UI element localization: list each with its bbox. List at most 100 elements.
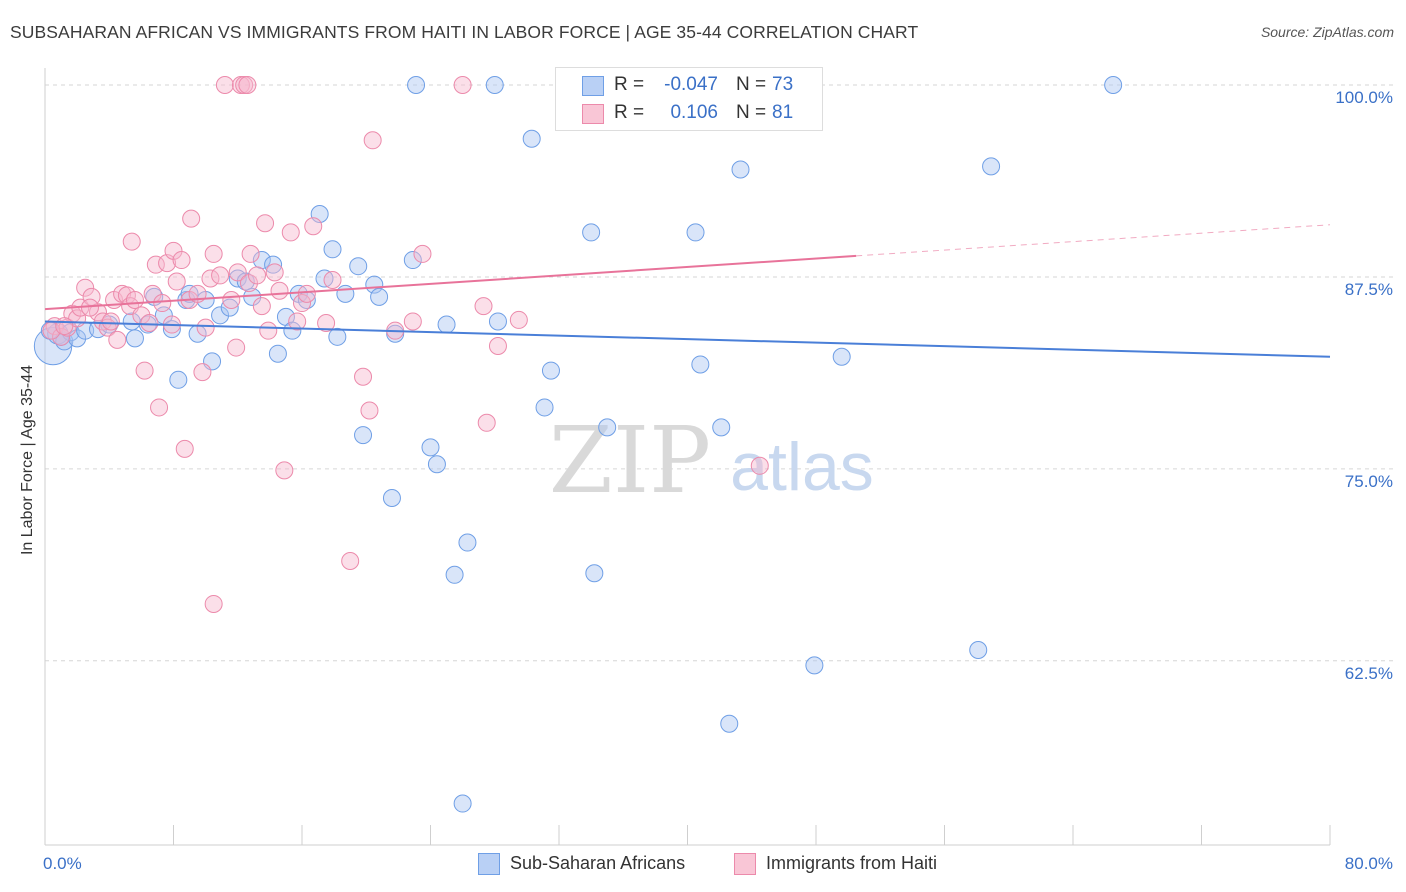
haiti-point xyxy=(474,297,493,316)
subsaharan-point xyxy=(427,455,446,474)
subsaharan-point xyxy=(686,223,705,242)
haiti-point xyxy=(360,401,379,420)
watermark-zip: ZIP xyxy=(549,407,711,514)
haiti-point xyxy=(750,456,769,475)
haiti-point xyxy=(146,255,165,274)
haiti-point xyxy=(55,317,74,336)
haiti-point xyxy=(259,321,278,340)
subsaharan-point xyxy=(832,347,851,366)
haiti-point xyxy=(488,337,507,356)
haiti-point xyxy=(227,338,246,357)
haiti-point xyxy=(341,551,360,570)
haiti-point xyxy=(275,461,294,480)
legend-label: Immigrants from Haiti xyxy=(766,853,938,873)
subsaharan-point xyxy=(445,565,464,584)
subsaharan-point xyxy=(488,312,507,331)
haiti-point xyxy=(297,284,316,303)
subsaharan-point xyxy=(585,564,604,583)
haiti-point xyxy=(193,363,212,382)
haiti-point xyxy=(509,310,528,329)
subsaharan-point xyxy=(541,361,560,380)
haiti-point xyxy=(413,244,432,263)
haiti-point xyxy=(201,269,220,288)
haiti-point xyxy=(52,327,71,346)
trend-lines xyxy=(44,224,1331,358)
haiti-point xyxy=(80,298,99,317)
haiti-point xyxy=(215,76,234,95)
subsaharan-point xyxy=(485,76,504,95)
stats-legend-box: R = -0.047 N = 73 R = 0.106 N = 81 xyxy=(555,67,823,131)
y-tick-label: 62.5% xyxy=(1345,664,1393,683)
haiti-point xyxy=(241,244,260,263)
haiti-point xyxy=(175,439,194,458)
haiti-swatch xyxy=(582,104,604,124)
haiti-point xyxy=(204,594,223,613)
haiti-point xyxy=(108,330,127,349)
haiti-point xyxy=(293,294,311,313)
haiti-point xyxy=(135,361,154,380)
subsaharan-point xyxy=(437,315,456,334)
haiti-point xyxy=(211,266,230,285)
haiti-point xyxy=(153,294,172,313)
haiti-point xyxy=(167,272,186,291)
legend-swatch-subsaharan xyxy=(478,853,500,875)
haiti-point xyxy=(270,281,289,300)
subsaharan-point xyxy=(598,418,617,437)
subsaharan-point xyxy=(211,306,230,325)
haiti-point xyxy=(317,314,336,332)
haiti-point xyxy=(265,263,284,282)
haiti-point xyxy=(477,413,496,432)
subsaharan-swatch xyxy=(582,76,604,96)
haiti-point xyxy=(140,314,159,332)
tick-labels: 62.5% 75.0% 87.5% 100.0% 0.0% 80.0% xyxy=(43,88,1393,873)
haiti-point xyxy=(256,214,275,233)
haiti-point xyxy=(304,217,323,236)
haiti-trend-line-extension xyxy=(856,224,1331,257)
legend-swatch-haiti xyxy=(734,853,756,875)
watermark-atlas: atlas xyxy=(730,429,874,505)
x-tick-label: 80.0% xyxy=(1345,854,1393,873)
subsaharan-point xyxy=(382,489,401,508)
x-tick-label: 0.0% xyxy=(43,854,82,873)
subsaharan-point xyxy=(370,287,389,306)
subsaharan-point xyxy=(453,794,472,813)
n-value: 81 xyxy=(772,102,794,123)
r-value: -0.047 xyxy=(664,74,718,95)
haiti-point xyxy=(150,398,169,417)
subsaharan-point xyxy=(969,641,988,660)
legend-label: Sub-Saharan Africans xyxy=(510,853,686,873)
subsaharan-point xyxy=(458,533,477,552)
subsaharan-point xyxy=(720,714,739,733)
haiti-point xyxy=(403,312,422,331)
stats-row-subsaharan: R = -0.047 N = 73 xyxy=(556,72,822,100)
subsaharan-trend-line xyxy=(44,320,1331,358)
y-tick-label: 75.0% xyxy=(1345,472,1393,491)
data-points xyxy=(33,76,1123,813)
subsaharan-point xyxy=(220,298,239,317)
subsaharan-point xyxy=(264,255,283,274)
haiti-point xyxy=(125,290,144,309)
haiti-point xyxy=(288,312,307,331)
subsaharan-point xyxy=(407,76,426,95)
haiti-point xyxy=(228,263,247,282)
haiti-point xyxy=(196,318,215,337)
subsaharan-point xyxy=(805,656,824,675)
subsaharan-point xyxy=(582,223,601,242)
stats-row-haiti: R = 0.106 N = 81 xyxy=(556,100,822,128)
subsaharan-point xyxy=(712,418,731,437)
subsaharan-point xyxy=(522,129,541,148)
haiti-point xyxy=(182,209,201,228)
haiti-point xyxy=(204,244,223,263)
subsaharan-point xyxy=(268,344,287,363)
subsaharan-point xyxy=(323,240,342,259)
subsaharan-point xyxy=(731,160,750,179)
haiti-point xyxy=(363,131,382,150)
haiti-point xyxy=(122,232,141,251)
subsaharan-point xyxy=(283,321,302,340)
chart-title: SUBSAHARAN AFRICAN VS IMMIGRANTS FROM HA… xyxy=(10,22,919,42)
subsaharan-point xyxy=(125,329,144,348)
n-label: N = xyxy=(736,102,767,123)
axes xyxy=(44,68,1331,846)
subsaharan-point xyxy=(354,426,373,445)
